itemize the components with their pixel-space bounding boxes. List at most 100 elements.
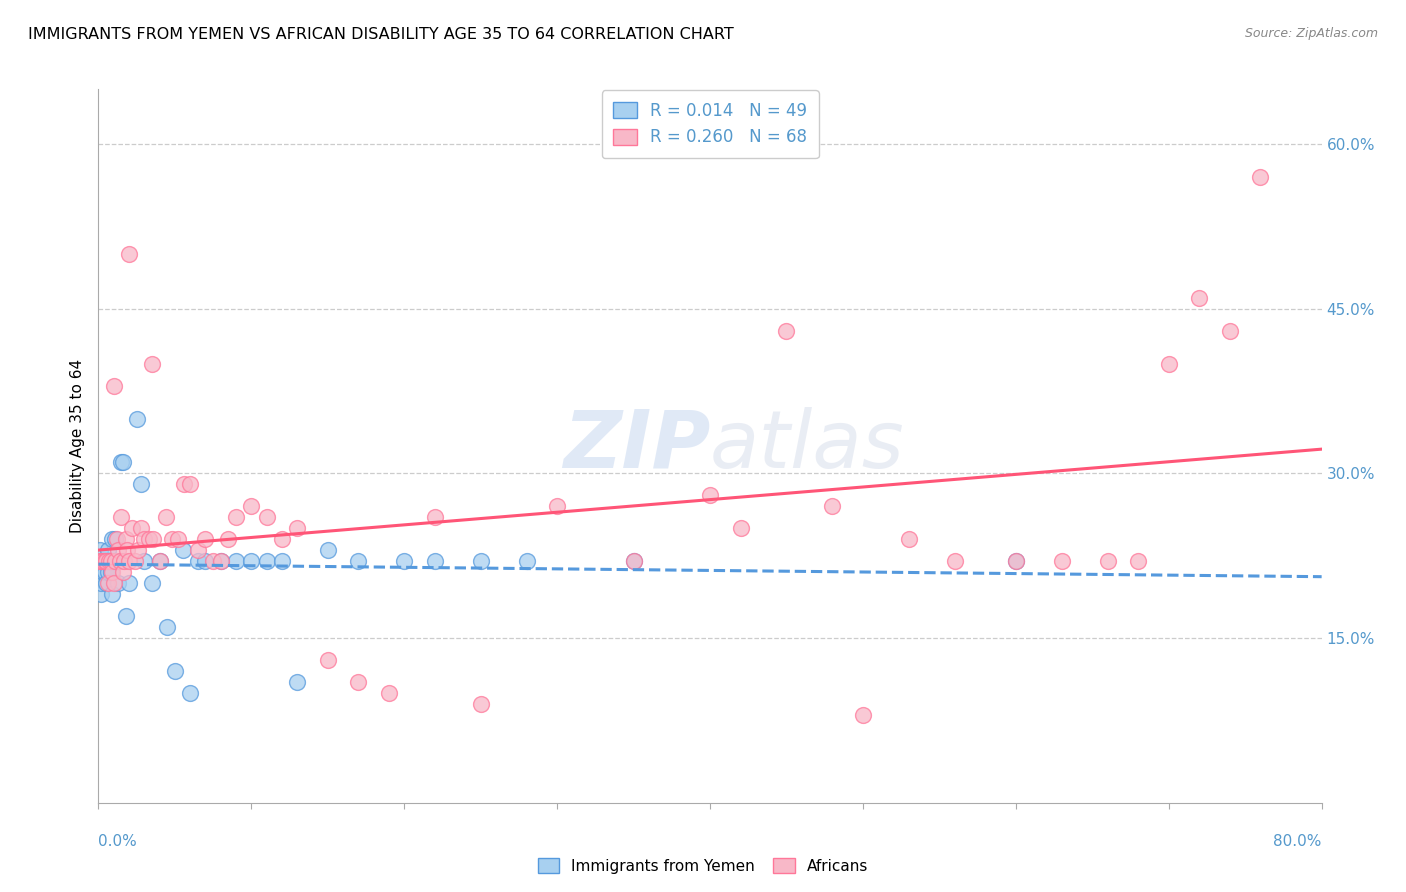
Point: [172, 543, 194, 558]
Point: [155, 510, 177, 524]
Point: [1188, 291, 1211, 305]
Point: [392, 554, 416, 568]
Point: [105, 533, 128, 547]
Point: [149, 554, 172, 568]
Point: [90, 576, 112, 591]
Point: [91, 554, 114, 568]
Point: [1128, 554, 1150, 568]
Text: ZIP: ZIP: [562, 407, 710, 485]
Point: [104, 533, 127, 547]
Point: [94, 554, 117, 568]
Point: [94, 576, 117, 591]
Point: [285, 675, 308, 690]
Point: [623, 554, 645, 568]
Point: [100, 566, 122, 580]
Point: [209, 554, 232, 568]
Point: [110, 510, 132, 524]
Point: [127, 543, 149, 558]
Point: [225, 554, 247, 568]
Point: [187, 543, 209, 558]
Point: [141, 357, 163, 371]
Point: [101, 587, 124, 601]
Point: [943, 554, 966, 568]
Point: [107, 576, 129, 591]
Point: [173, 477, 195, 491]
Point: [101, 566, 124, 580]
Point: [103, 576, 125, 591]
Point: [118, 576, 141, 591]
Point: [89, 554, 111, 568]
Point: [1004, 554, 1026, 568]
Point: [378, 686, 401, 700]
Point: [217, 533, 239, 547]
Point: [115, 533, 138, 547]
Point: [423, 554, 446, 568]
Point: [125, 411, 148, 425]
Point: [105, 554, 128, 568]
Point: [623, 554, 645, 568]
Point: [149, 554, 172, 568]
Point: [156, 620, 179, 634]
Legend: Immigrants from Yemen, Africans: Immigrants from Yemen, Africans: [531, 852, 875, 880]
Point: [115, 609, 138, 624]
Y-axis label: Disability Age 35 to 64: Disability Age 35 to 64: [69, 359, 84, 533]
Point: [1219, 324, 1241, 338]
Point: [209, 554, 232, 568]
Point: [316, 653, 339, 667]
Point: [117, 543, 139, 558]
Point: [775, 324, 797, 338]
Point: [90, 554, 112, 568]
Point: [111, 566, 134, 580]
Text: 0.0%: 0.0%: [98, 834, 138, 849]
Point: [1097, 554, 1119, 568]
Point: [134, 554, 156, 568]
Point: [91, 566, 114, 580]
Point: [270, 533, 292, 547]
Point: [98, 554, 121, 568]
Point: [98, 554, 121, 568]
Point: [897, 533, 920, 547]
Point: [194, 533, 217, 547]
Point: [121, 521, 143, 535]
Point: [124, 554, 146, 568]
Legend: R = 0.014   N = 49, R = 0.260   N = 68: R = 0.014 N = 49, R = 0.260 N = 68: [602, 90, 818, 158]
Point: [240, 500, 263, 514]
Point: [1004, 554, 1026, 568]
Point: [179, 686, 201, 700]
Point: [142, 533, 165, 547]
Point: [730, 521, 752, 535]
Point: [94, 554, 117, 568]
Point: [100, 554, 122, 568]
Point: [111, 455, 134, 469]
Point: [316, 543, 339, 558]
Point: [97, 576, 120, 591]
Point: [285, 521, 308, 535]
Point: [256, 510, 278, 524]
Point: [107, 543, 129, 558]
Point: [100, 554, 122, 568]
Point: [103, 378, 125, 392]
Point: [347, 554, 370, 568]
Point: [187, 554, 209, 568]
Point: [1249, 169, 1271, 184]
Point: [256, 554, 278, 568]
Point: [97, 566, 120, 580]
Point: [516, 554, 538, 568]
Point: [1050, 554, 1073, 568]
Point: [134, 533, 156, 547]
Point: [129, 477, 152, 491]
Point: [194, 554, 217, 568]
Point: [108, 554, 131, 568]
Point: [112, 554, 135, 568]
Point: [90, 587, 112, 601]
Point: [821, 500, 844, 514]
Point: [141, 576, 163, 591]
Point: [89, 543, 111, 558]
Text: Source: ZipAtlas.com: Source: ZipAtlas.com: [1244, 27, 1378, 40]
Point: [470, 697, 492, 711]
Point: [129, 521, 152, 535]
Point: [163, 664, 186, 678]
Point: [97, 543, 120, 558]
Point: [699, 488, 721, 502]
Point: [270, 554, 292, 568]
